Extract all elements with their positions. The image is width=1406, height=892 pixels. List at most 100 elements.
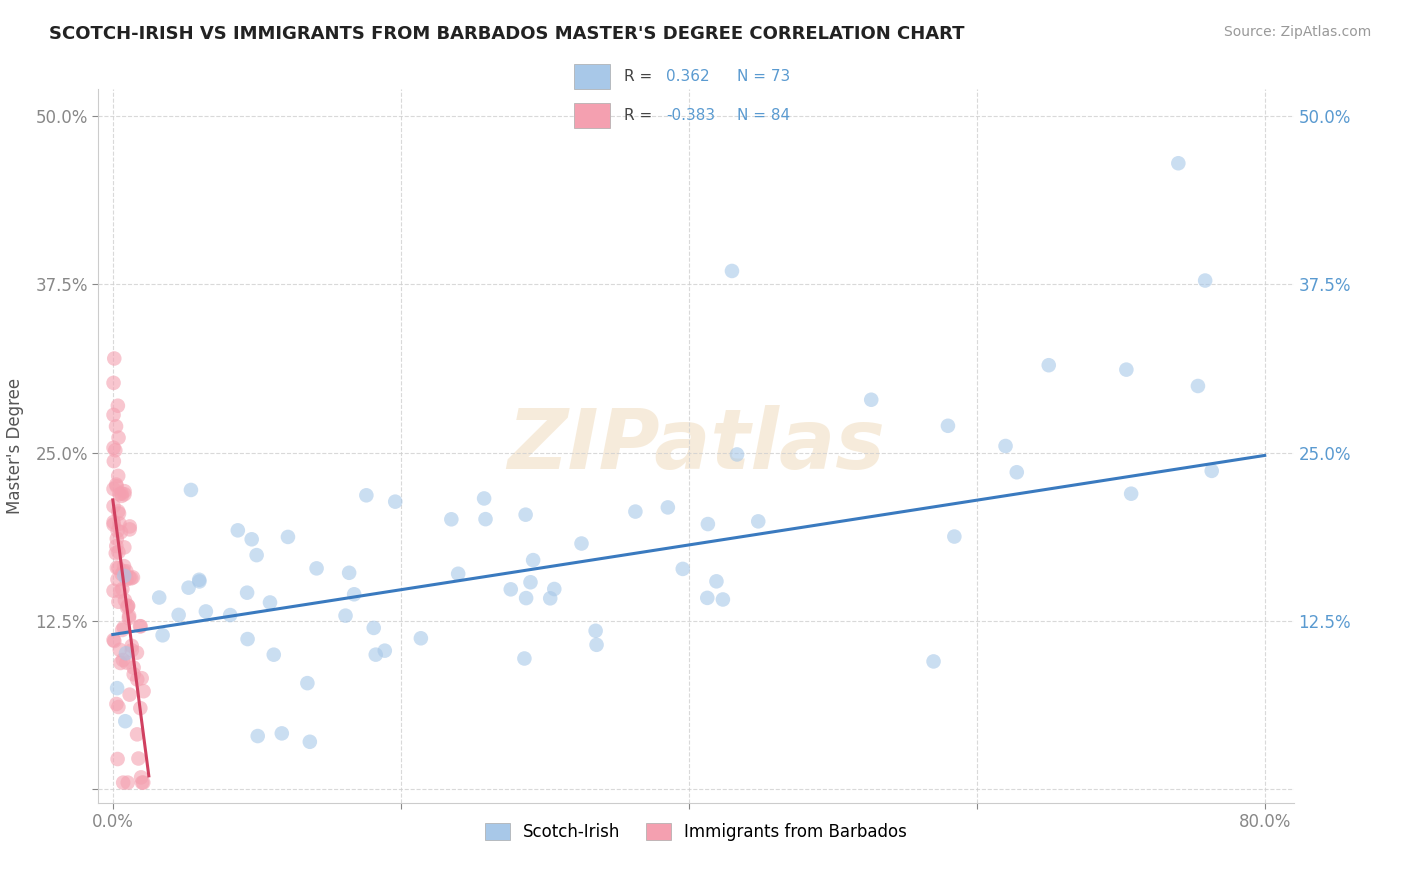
- Point: [122, 660, 145, 674]
- Point: [440, 512, 463, 526]
- Point: [270, 726, 292, 740]
- Point: [118, 522, 141, 536]
- Point: [107, 431, 129, 445]
- Point: [1005, 465, 1028, 479]
- Text: R =: R =: [624, 69, 652, 84]
- Point: [747, 514, 769, 528]
- Text: SCOTCH-IRISH VS IMMIGRANTS FROM BARBADOS MASTER'S DEGREE CORRELATION CHART: SCOTCH-IRISH VS IMMIGRANTS FROM BARBADOS…: [49, 25, 965, 43]
- Point: [107, 524, 129, 538]
- Point: [571, 536, 593, 550]
- Point: [122, 570, 145, 584]
- Point: [112, 565, 135, 579]
- Point: [180, 483, 202, 497]
- Point: [131, 775, 153, 789]
- Point: [259, 595, 281, 609]
- Text: ZIPatlas: ZIPatlas: [508, 406, 884, 486]
- Point: [112, 541, 135, 555]
- Point: [111, 489, 134, 503]
- Point: [115, 646, 138, 660]
- Point: [1115, 362, 1137, 376]
- Text: R =: R =: [624, 108, 652, 123]
- Point: [725, 447, 748, 461]
- Point: [121, 643, 143, 657]
- Point: [711, 592, 734, 607]
- Point: [105, 539, 128, 553]
- Point: [522, 553, 544, 567]
- Point: [994, 439, 1017, 453]
- Point: [114, 714, 136, 729]
- Point: [112, 559, 135, 574]
- Point: [107, 573, 129, 587]
- Point: [585, 638, 607, 652]
- Point: [1167, 156, 1189, 170]
- Point: [104, 443, 127, 458]
- Point: [107, 700, 129, 714]
- Point: [107, 545, 129, 559]
- Point: [240, 533, 263, 547]
- Point: [110, 566, 132, 581]
- Point: [107, 595, 129, 609]
- Point: [447, 566, 470, 581]
- Point: [356, 488, 378, 502]
- FancyBboxPatch shape: [574, 103, 610, 128]
- Text: N = 73: N = 73: [737, 69, 790, 84]
- Point: [672, 562, 695, 576]
- Point: [115, 573, 138, 587]
- Point: [263, 648, 285, 662]
- Point: [103, 499, 125, 513]
- Point: [118, 519, 141, 533]
- Point: [103, 351, 125, 366]
- Point: [337, 566, 360, 580]
- Point: [374, 643, 396, 657]
- Point: [129, 619, 152, 633]
- Point: [105, 532, 128, 546]
- Point: [125, 646, 148, 660]
- Point: [114, 487, 136, 501]
- Point: [513, 651, 536, 665]
- Point: [121, 639, 143, 653]
- Point: [110, 656, 132, 670]
- Point: [1194, 273, 1216, 287]
- Point: [111, 653, 134, 667]
- Point: [519, 575, 541, 590]
- Point: [110, 525, 132, 540]
- Point: [943, 530, 966, 544]
- Point: [1038, 358, 1060, 372]
- Point: [103, 583, 125, 598]
- Point: [118, 571, 141, 585]
- Point: [110, 486, 132, 500]
- Text: 0.362: 0.362: [666, 69, 710, 84]
- Point: [108, 487, 131, 501]
- Point: [236, 585, 259, 599]
- Point: [105, 477, 128, 491]
- Point: [103, 376, 125, 390]
- Point: [474, 512, 496, 526]
- Point: [117, 775, 139, 789]
- Point: [112, 569, 135, 583]
- Point: [246, 548, 269, 562]
- Point: [129, 770, 152, 784]
- Point: [122, 667, 145, 681]
- Point: [1121, 486, 1143, 500]
- Point: [472, 491, 495, 506]
- Point: [127, 673, 149, 687]
- Point: [103, 408, 125, 422]
- Point: [515, 508, 537, 522]
- Point: [219, 608, 242, 623]
- Point: [305, 561, 328, 575]
- Point: [127, 751, 149, 765]
- Point: [103, 441, 125, 455]
- Point: [246, 729, 269, 743]
- Point: [103, 454, 125, 468]
- Point: [107, 399, 129, 413]
- Point: [131, 671, 153, 685]
- Point: [107, 504, 129, 518]
- Point: [624, 505, 647, 519]
- Point: [103, 482, 125, 496]
- Point: [103, 634, 125, 648]
- Text: N = 84: N = 84: [737, 108, 790, 123]
- Point: [860, 392, 883, 407]
- Point: [105, 479, 128, 493]
- Point: [721, 264, 744, 278]
- Point: [657, 500, 679, 515]
